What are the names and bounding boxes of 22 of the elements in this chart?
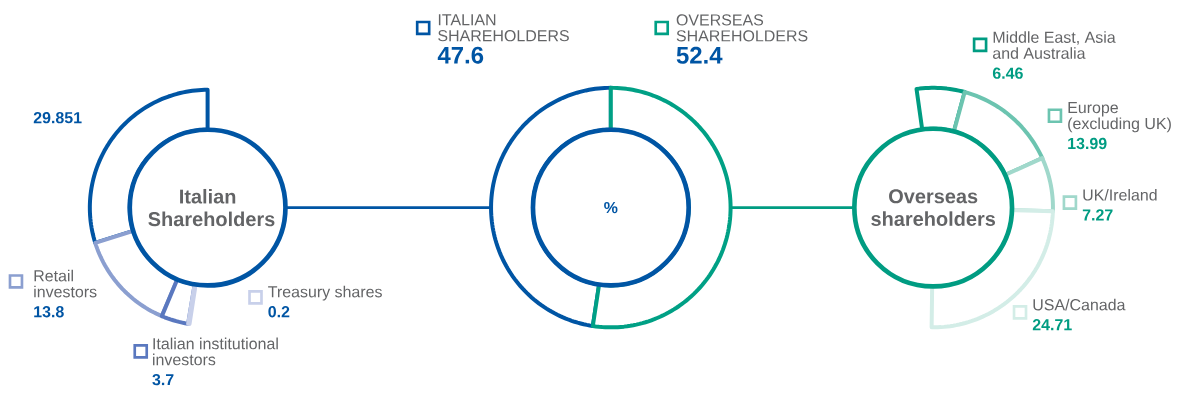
legend-label: Europe (excluding UK): [1068, 101, 1171, 133]
legend-label: Middle East, Asia and Australia: [993, 31, 1116, 59]
data-label: 6.46: [992, 67, 1023, 79]
data-label: 52.4: [676, 46, 723, 64]
data-label: 13.99: [1068, 137, 1107, 150]
data-label: 0.2: [268, 305, 290, 318]
legend-label: UK/Ireland: [1083, 188, 1157, 201]
data-label: 47.6: [437, 46, 484, 64]
data-label: 3.7: [152, 373, 174, 386]
data-label: 24.71: [1032, 318, 1072, 331]
data-label: 7.27: [1082, 209, 1113, 221]
data-label: 13.8: [34, 305, 64, 318]
legend-label: Treasury shares: [268, 285, 382, 301]
legend-label: Italian institutional investors: [153, 337, 278, 366]
legend-label: OVERSEAS SHAREHOLDERS: [676, 14, 808, 42]
data-label: 29.851: [33, 111, 82, 124]
text: Overseas shareholders: [871, 189, 996, 226]
text: %: [604, 201, 618, 214]
legend-label: ITALIAN SHAREHOLDERS: [438, 14, 569, 42]
legend-label: Retail investors: [34, 269, 97, 298]
legend-label: USA/Canada: [1033, 298, 1126, 311]
text: Italian Shareholders: [148, 188, 275, 227]
